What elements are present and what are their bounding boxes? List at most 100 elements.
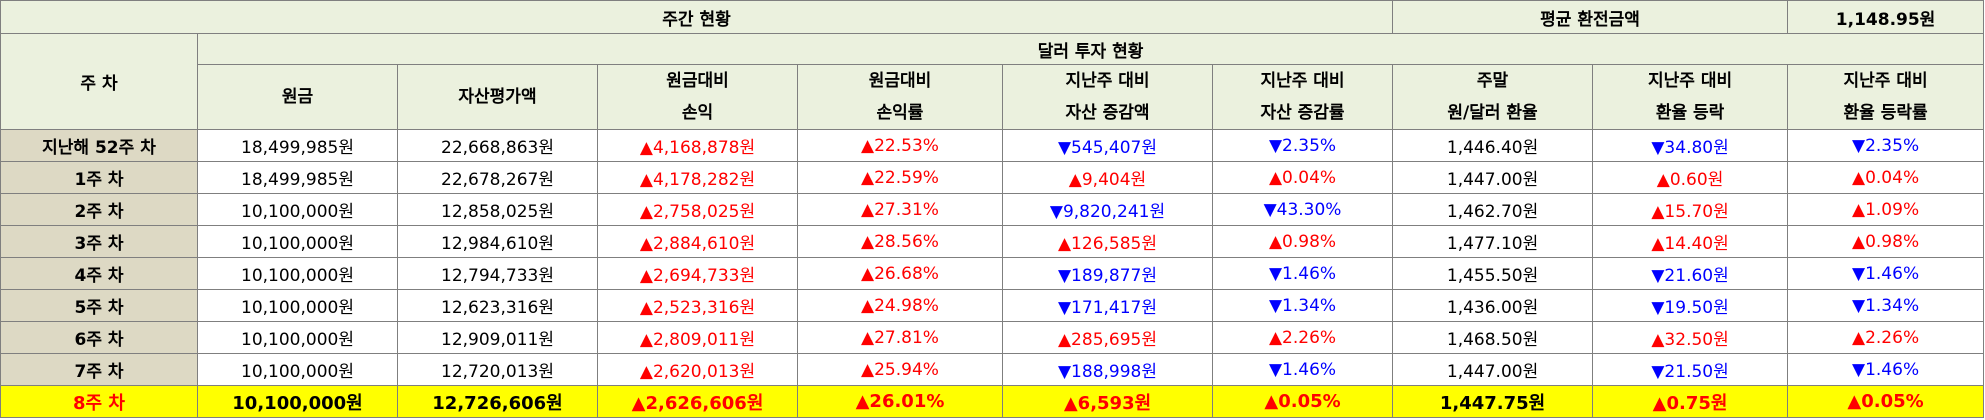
week-cell: 8주 차	[0, 385, 198, 418]
pl-cell: ▲2,523,316원	[597, 289, 798, 322]
rate-change-cell: ▲32.50원	[1592, 321, 1789, 354]
asset-change-rate-cell: ▲2.26%	[1211, 321, 1394, 354]
asset-value-cell: 12,720,013원	[397, 353, 598, 386]
rate-change-pct-cell: ▲1.09%	[1787, 193, 1985, 226]
column-header-line: 환율 등락	[1655, 103, 1725, 123]
table-row: 4주 차 10,100,000원 12,794,733원 ▲2,694,733원 ▲26…	[0, 257, 1985, 290]
table-row: 6주 차 10,100,000원 12,909,011원 ▲2,809,011원 ▲27…	[0, 321, 1985, 354]
asset-value-cell: 12,794,733원	[397, 257, 598, 290]
column-header-line: 손익	[681, 103, 714, 123]
table-row: 7주 차 10,100,000원 12,720,013원 ▲2,620,013원 ▲25…	[0, 353, 1985, 386]
pl-rate-cell: ▲22.59%	[797, 161, 1003, 194]
column-header-principal: 원금	[197, 64, 398, 130]
rate-change-pct-cell: ▲2.26%	[1787, 321, 1985, 354]
pl-cell: ▲2,884,610원	[597, 225, 798, 258]
rate-change-cell: ▲0.60원	[1592, 161, 1789, 194]
column-header-pl-rate-vs-principal: 원금대비 손익률	[797, 64, 1003, 130]
table-row: 지난해 52주 차 18,499,985원 22,668,863원 ▲4,168,87…	[0, 129, 1985, 162]
asset-change-cell: ▼188,998원	[1002, 353, 1213, 386]
column-header-line: 지난주 대비	[1260, 71, 1345, 91]
pl-cell: ▲4,178,282원	[597, 161, 798, 194]
principal-cell: 10,100,000원	[197, 385, 398, 418]
rate-change-cell: ▼21.60원	[1592, 257, 1789, 290]
week-cell: 3주 차	[0, 225, 198, 258]
rate-change-cell: ▲0.75원	[1592, 385, 1789, 418]
asset-value-cell: 12,858,025원	[397, 193, 598, 226]
principal-cell: 18,499,985원	[197, 129, 398, 162]
table-row: 2주 차 10,100,000원 12,858,025원 ▲2,758,025원 ▲27…	[0, 193, 1985, 226]
pl-cell: ▲2,758,025원	[597, 193, 798, 226]
column-header-line: 환율 등락률	[1843, 103, 1928, 123]
asset-change-cell: ▼171,417원	[1002, 289, 1213, 322]
asset-change-rate-cell: ▼1.34%	[1211, 289, 1394, 322]
pl-cell: ▲2,694,733원	[597, 257, 798, 290]
rate-change-cell: ▼34.80원	[1592, 129, 1789, 162]
exchange-rate-cell: 1,446.40원	[1392, 129, 1594, 162]
weekly-status-title: 주간 현황	[0, 0, 1394, 34]
rate-change-cell: ▲14.40원	[1592, 225, 1789, 258]
week-cell: 2주 차	[0, 193, 198, 226]
pl-rate-cell: ▲22.53%	[797, 129, 1003, 162]
pl-rate-cell: ▲25.94%	[797, 353, 1003, 386]
principal-cell: 10,100,000원	[197, 353, 398, 386]
week-cell: 1주 차	[0, 161, 198, 194]
rate-change-pct-cell: ▼1.34%	[1787, 289, 1985, 322]
asset-value-cell: 12,623,316원	[397, 289, 598, 322]
pl-cell: ▲2,809,011원	[597, 321, 798, 354]
asset-value-cell: 22,678,267원	[397, 161, 598, 194]
column-header-line: 지난주 대비	[1843, 71, 1928, 91]
principal-cell: 10,100,000원	[197, 289, 398, 322]
rate-change-pct-cell: ▼1.46%	[1787, 257, 1985, 290]
rate-change-pct-cell: ▲0.98%	[1787, 225, 1985, 258]
exchange-rate-cell: 1,462.70원	[1392, 193, 1594, 226]
week-cell: 지난해 52주 차	[0, 129, 198, 162]
table-row: 1주 차 18,499,985원 22,678,267원 ▲4,178,282원 ▲22…	[0, 161, 1985, 194]
avg-exchange-rate-value: 1,148.95원	[1787, 0, 1985, 34]
asset-change-rate-cell: ▲0.98%	[1211, 225, 1394, 258]
rate-change-pct-cell: ▼1.46%	[1787, 353, 1985, 386]
exchange-rate-cell: 1,447.75원	[1392, 385, 1594, 418]
pl-rate-cell: ▲27.81%	[797, 321, 1003, 354]
column-header-row: 원금 자산평가액 원금대비 손익 원금대비 손익률 지난주 대비 자산 증감액 지난주 대비 자산…	[1, 64, 1985, 130]
avg-exchange-rate-label: 평균 환전금액	[1392, 0, 1789, 34]
asset-change-cell: ▲9,404원	[1002, 161, 1213, 194]
asset-change-cell: ▼9,820,241원	[1002, 193, 1213, 226]
column-header-line: 원/달러 환율	[1447, 103, 1538, 123]
exchange-rate-cell: 1,455.50원	[1392, 257, 1594, 290]
column-header-line: 지난주 대비	[1647, 71, 1733, 91]
column-header-line: 원금대비	[868, 71, 932, 91]
pl-cell: ▲4,168,878원	[597, 129, 798, 162]
column-header-line: 원금대비	[666, 71, 729, 91]
table-row: 3주 차 10,100,000원 12,984,610원 ▲2,884,610원 ▲28…	[0, 225, 1985, 258]
column-header-line: 자산평가액	[458, 87, 537, 107]
rate-change-cell: ▲15.70원	[1592, 193, 1789, 226]
rate-change-pct-cell: ▼2.35%	[1787, 129, 1985, 162]
asset-change-cell: ▲285,695원	[1002, 321, 1213, 354]
pl-rate-cell: ▲26.68%	[797, 257, 1003, 290]
asset-change-rate-cell: ▲0.05%	[1211, 385, 1394, 418]
asset-change-cell: ▲6,593원	[1002, 385, 1213, 418]
exchange-rate-cell: 1,468.50원	[1392, 321, 1594, 354]
rate-change-cell: ▼19.50원	[1592, 289, 1789, 322]
pl-rate-cell: ▲24.98%	[797, 289, 1003, 322]
exchange-rate-cell: 1,447.00원	[1392, 353, 1594, 386]
asset-change-cell: ▼545,407원	[1002, 129, 1213, 162]
principal-cell: 10,100,000원	[197, 321, 398, 354]
asset-change-cell: ▼189,877원	[1002, 257, 1213, 290]
table-row: 5주 차 10,100,000원 12,623,316원 ▲2,523,316원 ▲24…	[0, 289, 1985, 322]
column-header-line: 주말	[1476, 71, 1509, 91]
table-row: 8주 차 10,100,000원 12,726,606원 ▲2,626,606원 ▲26…	[0, 385, 1985, 418]
column-header-line: 자산 증감액	[1065, 103, 1150, 123]
week-cell: 5주 차	[0, 289, 198, 322]
pl-rate-cell: ▲27.31%	[797, 193, 1003, 226]
week-cell: 7주 차	[0, 353, 198, 386]
asset-change-rate-cell: ▼1.46%	[1211, 353, 1394, 386]
asset-change-rate-cell: ▼1.46%	[1211, 257, 1394, 290]
principal-cell: 10,100,000원	[197, 193, 398, 226]
asset-change-rate-cell: ▲0.04%	[1211, 161, 1394, 194]
rate-change-pct-cell: ▲0.04%	[1787, 161, 1985, 194]
